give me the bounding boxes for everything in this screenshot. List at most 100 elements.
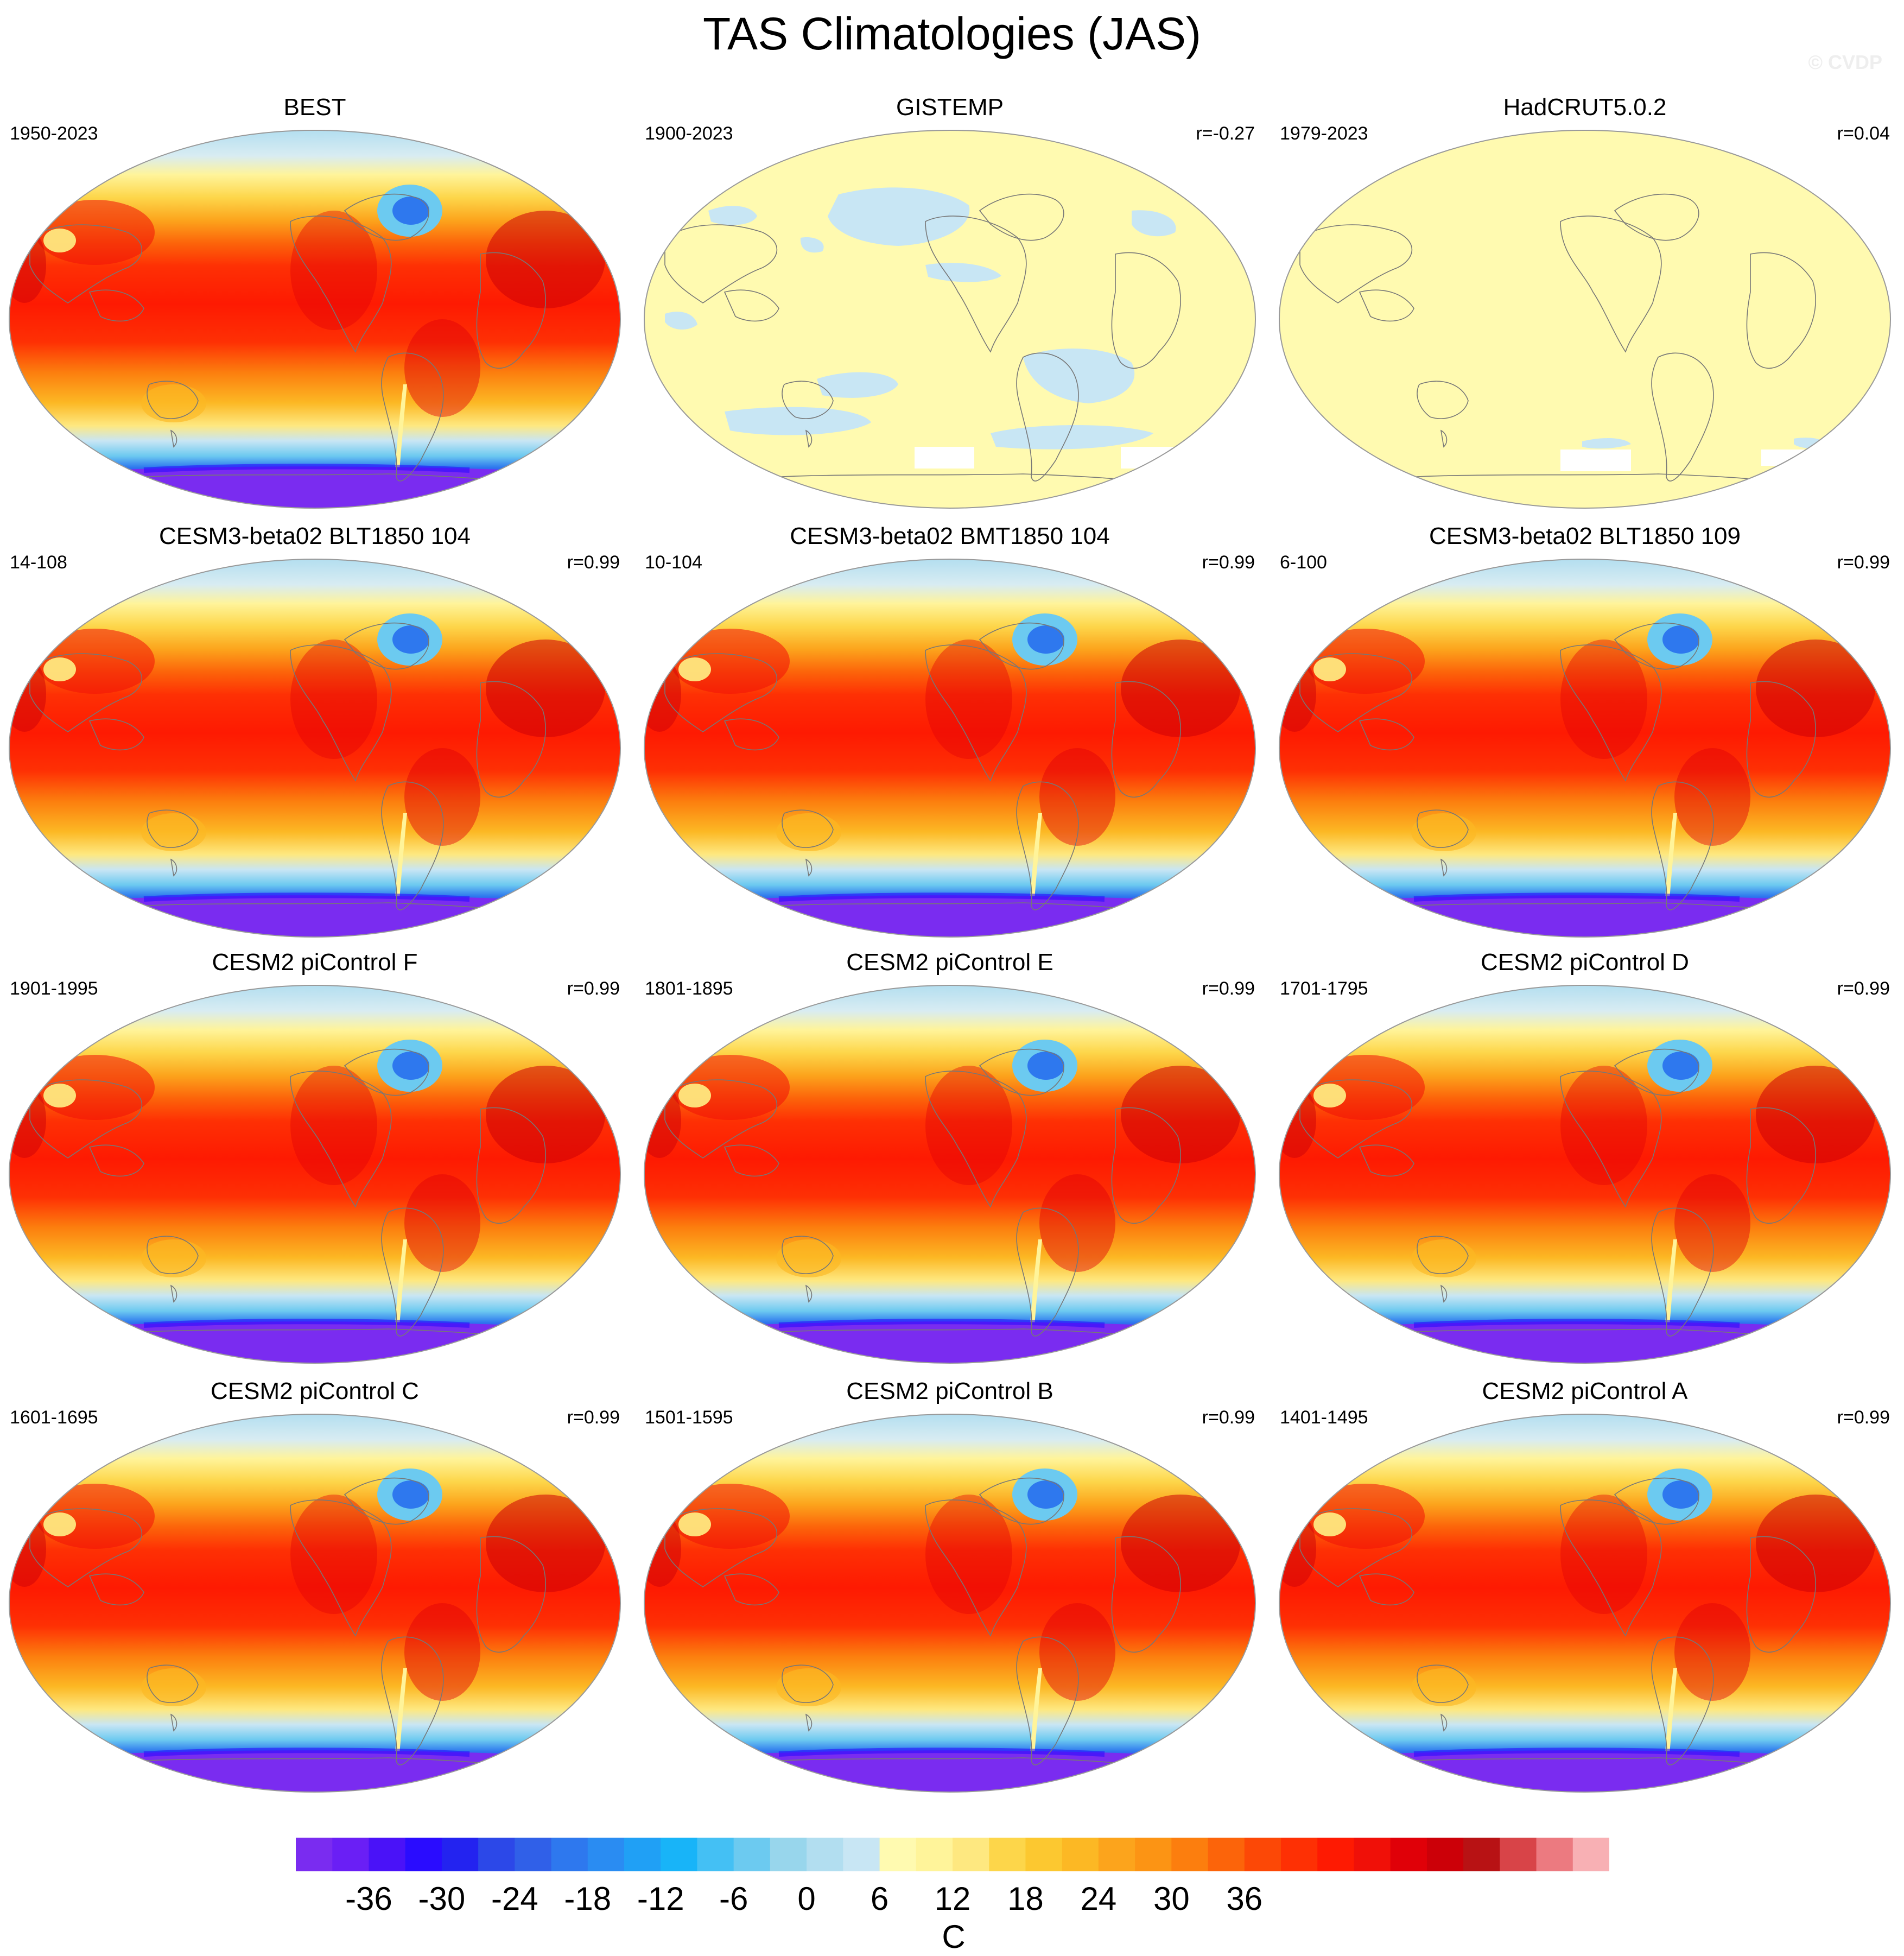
colorbar-box <box>551 1838 588 1871</box>
antarctica <box>1279 1750 1890 1792</box>
colorbar-tick-label: 24 <box>1080 1881 1117 1917</box>
map-border <box>644 985 1256 1364</box>
colorbar-box <box>879 1838 917 1871</box>
colorbar-tick-label: -18 <box>564 1881 612 1917</box>
colorbar-tick-label: -12 <box>637 1881 684 1917</box>
panel-title: CESM3-beta02 BMT1850 104 <box>790 523 1110 549</box>
colorbar-box <box>953 1838 989 1871</box>
andes-cold-strip <box>1030 813 1042 906</box>
colorbar-box <box>1317 1838 1354 1871</box>
panel-title: CESM3-beta02 BLT1850 109 <box>1429 523 1741 549</box>
cool-region <box>1023 348 1135 403</box>
panel-years: 14-108 <box>10 552 67 573</box>
world-map <box>1279 985 1891 1364</box>
map-border <box>1279 130 1891 509</box>
panel-correlation: r=0.99 <box>1202 552 1255 573</box>
map-panel: CESM2 piControl B 1501-1595 r=0.99 <box>635 1376 1265 1800</box>
panel-years: 1901-1995 <box>10 978 98 999</box>
watermark: © CVDP <box>1808 51 1882 73</box>
panel-title: CESM2 piControl F <box>212 949 418 976</box>
colorbar-box <box>1208 1838 1245 1871</box>
temperature-field <box>9 985 620 1363</box>
panel-correlation: r=0.99 <box>567 978 620 999</box>
andes-cold-strip <box>395 384 407 477</box>
temperature-field <box>644 130 1255 508</box>
colorbar-box <box>1426 1838 1464 1871</box>
antarctica <box>644 895 1255 937</box>
colorbar-box <box>843 1838 880 1871</box>
colorbar-tick-label: -30 <box>418 1881 466 1917</box>
world-map <box>1279 559 1891 938</box>
panel-years: 1950-2023 <box>10 123 98 144</box>
colorbar-box <box>587 1838 625 1871</box>
andes-cold-strip <box>395 813 407 906</box>
temperature-field <box>1279 985 1890 1363</box>
panel-years: 1401-1495 <box>1280 1407 1368 1428</box>
colorbar-box <box>296 1838 333 1871</box>
colorbar-box <box>405 1838 442 1871</box>
colorbar-box <box>624 1838 661 1871</box>
map-panel: CESM3-beta02 BMT1850 104 10-104 r=0.99 <box>635 521 1265 945</box>
map-border <box>1279 559 1891 938</box>
cool-region <box>708 206 757 225</box>
colorbar-box <box>1098 1838 1135 1871</box>
temperature-field <box>9 559 620 937</box>
temperature-field <box>644 1414 1255 1792</box>
colorbar-box <box>441 1838 479 1871</box>
colorbar-box <box>697 1838 734 1871</box>
antarctica <box>644 1750 1255 1792</box>
cool-region <box>828 187 970 246</box>
panel-title: CESM3-beta02 BLT1850 104 <box>159 523 471 549</box>
missing-data <box>1761 450 1816 466</box>
cool-region <box>1582 438 1631 449</box>
panel-correlation: r=0.99 <box>567 552 620 573</box>
temperature-field <box>644 559 1255 937</box>
antarctica <box>1279 895 1890 937</box>
colorbar-box <box>1244 1838 1281 1871</box>
colorbar-tick-label: -24 <box>491 1881 538 1917</box>
panel-years: 1601-1695 <box>10 1407 98 1428</box>
panel-years: 6-100 <box>1280 552 1327 573</box>
panel-title: CESM2 piControl B <box>846 1378 1053 1404</box>
panel-correlation: r=0.99 <box>1202 978 1255 999</box>
panel-years: 1900-2023 <box>645 123 733 144</box>
colorbar-box <box>1463 1838 1500 1871</box>
world-map <box>9 1414 621 1793</box>
map-panel: HadCRUT5.0.2 1979-2023 r=0.04 <box>1270 92 1900 516</box>
map-border <box>9 985 621 1364</box>
colorbar-tick-label: 36 <box>1226 1881 1263 1917</box>
colorbar-box <box>916 1838 953 1871</box>
andes-cold-strip <box>1030 1668 1042 1761</box>
colorbar-box <box>515 1838 552 1871</box>
colorbar-box <box>1171 1838 1209 1871</box>
colorbar-box <box>369 1838 406 1871</box>
antarctica <box>9 1750 620 1792</box>
world-map <box>9 559 621 938</box>
colorbar-box <box>770 1838 807 1871</box>
colorbar-box <box>989 1838 1026 1871</box>
colorbar-tick-label: -36 <box>345 1881 392 1917</box>
map-border <box>644 1414 1256 1793</box>
figure-title: TAS Climatologies (JAS) <box>702 8 1201 59</box>
panel-correlation: r=0.99 <box>567 1407 620 1428</box>
map-panel: CESM3-beta02 BLT1850 104 14-108 r=0.99 <box>0 521 630 945</box>
coastlines <box>1299 1477 1827 1772</box>
colorbar-units: C <box>942 1919 966 1955</box>
panel-correlation: r=0.99 <box>1837 1407 1890 1428</box>
andes-cold-strip <box>1665 813 1677 906</box>
cool-region <box>991 425 1153 450</box>
panel-title: CESM2 piControl E <box>846 949 1053 976</box>
missing-data <box>1121 447 1181 469</box>
cool-region <box>725 407 871 435</box>
panel-years: 1701-1795 <box>1280 978 1368 999</box>
temperature-field <box>9 1414 620 1792</box>
map-panel: CESM2 piControl A 1401-1495 r=0.99 <box>1270 1376 1900 1800</box>
colorbar-box <box>733 1838 771 1871</box>
panel-years: 10-104 <box>645 552 702 573</box>
map-panel: CESM2 piControl C 1601-1695 r=0.99 <box>0 1376 630 1800</box>
colorbar-box <box>1135 1838 1172 1871</box>
colorbar-box <box>1354 1838 1391 1871</box>
cool-region <box>1132 210 1176 237</box>
andes-cold-strip <box>1030 1239 1042 1332</box>
panel-title: CESM2 piControl D <box>1481 949 1689 976</box>
